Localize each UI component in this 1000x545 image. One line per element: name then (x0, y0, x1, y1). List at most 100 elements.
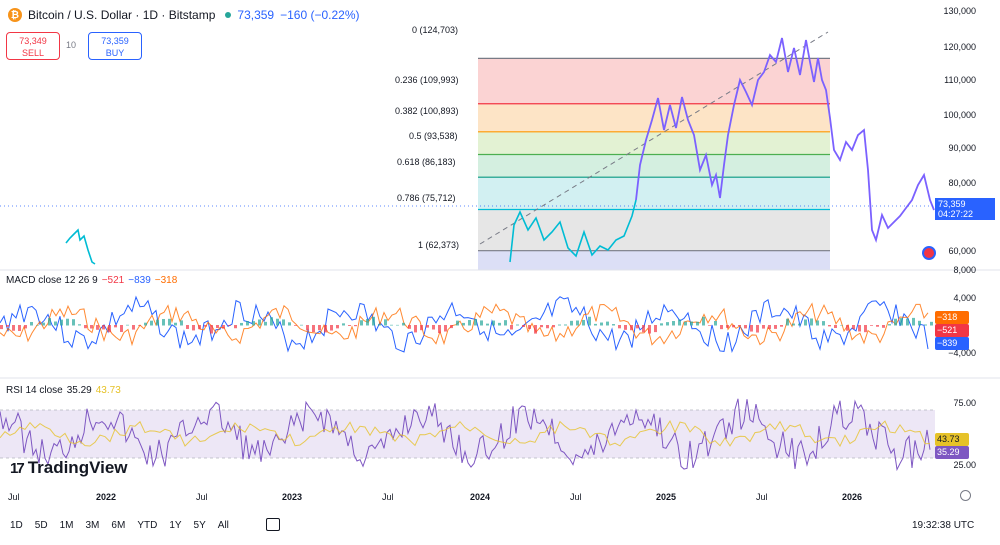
time-axis-label: Jul (8, 492, 20, 502)
utc-clock[interactable]: 19:32:38 UTC (912, 520, 975, 531)
macd-histogram-bar (768, 325, 771, 329)
macd-histogram-bar (378, 324, 381, 326)
macd-histogram-bar (510, 325, 513, 330)
macd-histogram-bar (834, 325, 837, 329)
macd-histogram-bar (540, 325, 543, 328)
price-series (0, 37, 1000, 379)
macd-histogram-bar (324, 325, 327, 333)
calendar-icon[interactable] (266, 518, 280, 531)
macd-histogram-bar (348, 325, 351, 326)
macd-histogram-bar (726, 325, 729, 328)
macd-hist-tag: −318 (935, 311, 969, 324)
macd-histogram-bar (78, 324, 81, 326)
macd-histogram-bar (216, 325, 219, 329)
macd-histogram-bar (114, 325, 117, 328)
macd-histogram-bar (612, 324, 615, 326)
macd-histogram-bar (0, 325, 3, 330)
macd-histogram-bar (654, 325, 657, 333)
macd-histogram-bar (630, 325, 633, 331)
tradingview-wordmark: TradingView (27, 458, 128, 477)
range-3m-button[interactable]: 3M (85, 520, 100, 531)
macd-histogram-bar (648, 325, 651, 334)
fibonacci-retracement[interactable] (478, 31, 830, 271)
tradingview-logo[interactable]: 17 TradingView (10, 458, 128, 478)
range-6m-button[interactable]: 6M (111, 520, 126, 531)
sell-label: SELL (21, 48, 45, 58)
macd-histogram-bar (582, 319, 585, 326)
macd-histogram-bar (72, 319, 75, 326)
rsi-ma-tag: 43.73 (935, 433, 969, 446)
range-1m-button[interactable]: 1M (59, 520, 74, 531)
macd-histogram-bar (396, 324, 399, 326)
price-line-segment (635, 37, 935, 243)
range-5d-button[interactable]: 5D (34, 520, 48, 531)
macd-histogram-bar (516, 324, 519, 326)
macd-histogram-bar (690, 321, 693, 326)
macd-histogram-bar (258, 319, 261, 326)
range-1y-button[interactable]: 1Y (169, 520, 182, 531)
time-axis-label: Jul (570, 492, 582, 502)
macd-histogram-bar (96, 325, 99, 330)
date-range-bar: 1D 5D 1M 3M 6M YTD 1Y 5Y All (10, 520, 229, 531)
macd-histogram-bar (594, 323, 597, 326)
time-axis-label: 2024 (470, 492, 491, 502)
macd-histogram-bar (876, 325, 879, 327)
macd-histogram-bar (564, 324, 567, 326)
fib-label-0: 0 (124,703) (412, 25, 459, 35)
macd-pane (0, 295, 933, 354)
macd-histogram-bar (426, 325, 429, 328)
flag-icon[interactable] (922, 246, 936, 260)
macd-histogram-bar (480, 320, 483, 326)
rsi-line (0, 398, 931, 472)
macd-histogram-bar (792, 323, 795, 326)
time-axis-label: Jul (382, 492, 394, 502)
macd-histogram-bar (432, 325, 435, 330)
price-axis-label: 120,000 (943, 42, 976, 52)
symbol-header[interactable]: ₿ Bitcoin / U.S. Dollar · 1D · Bitstamp … (8, 8, 359, 22)
macd-histogram-bar (156, 319, 159, 326)
rsi-pane (0, 398, 935, 472)
macd-histogram-bar (588, 316, 591, 326)
fib-label-236: 0.236 (109,993) (395, 75, 459, 85)
symbol-title[interactable]: Bitcoin / U.S. Dollar · 1D · Bitstamp (28, 8, 216, 22)
settings-icon[interactable] (960, 490, 971, 501)
macd-histogram-bar (666, 322, 669, 326)
macd-histogram-bar (678, 319, 681, 326)
macd-histogram-bar (288, 322, 291, 326)
macd-histogram-bar (210, 325, 213, 334)
macd-histogram-bar (816, 320, 819, 326)
range-1d-button[interactable]: 1D (10, 520, 23, 531)
macd-histogram-bar (342, 323, 345, 326)
macd-histogram-bar (126, 324, 129, 326)
macd-value-2: −839 (128, 275, 151, 286)
time-axis-label: 2026 (842, 492, 863, 502)
macd-histogram-bar (192, 325, 195, 331)
macd-histogram-bar (804, 319, 807, 326)
macd-histogram-bar (852, 325, 855, 330)
rsi-axis-label: 25.00 (953, 460, 976, 470)
fib-trend-line[interactable] (479, 31, 829, 245)
macd-histogram-bar (30, 321, 33, 326)
macd-legend[interactable]: MACD close 12 26 9 −521 −839 −318 (6, 275, 177, 286)
macd-axis-label: 8,000 (953, 265, 976, 275)
rsi-title: RSI 14 close (6, 385, 63, 396)
sell-button[interactable]: 73,349 SELL (6, 32, 60, 60)
buy-button[interactable]: 73,359 BUY (88, 32, 142, 60)
macd-histogram-bar (492, 320, 495, 326)
range-ytd-button[interactable]: YTD (137, 520, 158, 531)
macd-histogram-bar (528, 325, 531, 329)
range-5y-button[interactable]: 5Y (193, 520, 206, 531)
rsi-legend[interactable]: RSI 14 close 35.29 43.73 (6, 385, 121, 396)
macd-title: MACD close 12 26 9 (6, 275, 98, 286)
macd-histogram-bar (66, 318, 69, 326)
macd-histogram-bar (702, 316, 705, 326)
macd-histogram-bar (90, 325, 93, 329)
spread-value: 10 (66, 40, 77, 50)
macd-histogram-bar (474, 319, 477, 326)
range-all-button[interactable]: All (217, 520, 229, 531)
macd-histogram-bar (798, 323, 801, 326)
macd-line (0, 295, 929, 354)
buy-label: BUY (105, 48, 125, 58)
macd-histogram-bar (570, 320, 573, 326)
